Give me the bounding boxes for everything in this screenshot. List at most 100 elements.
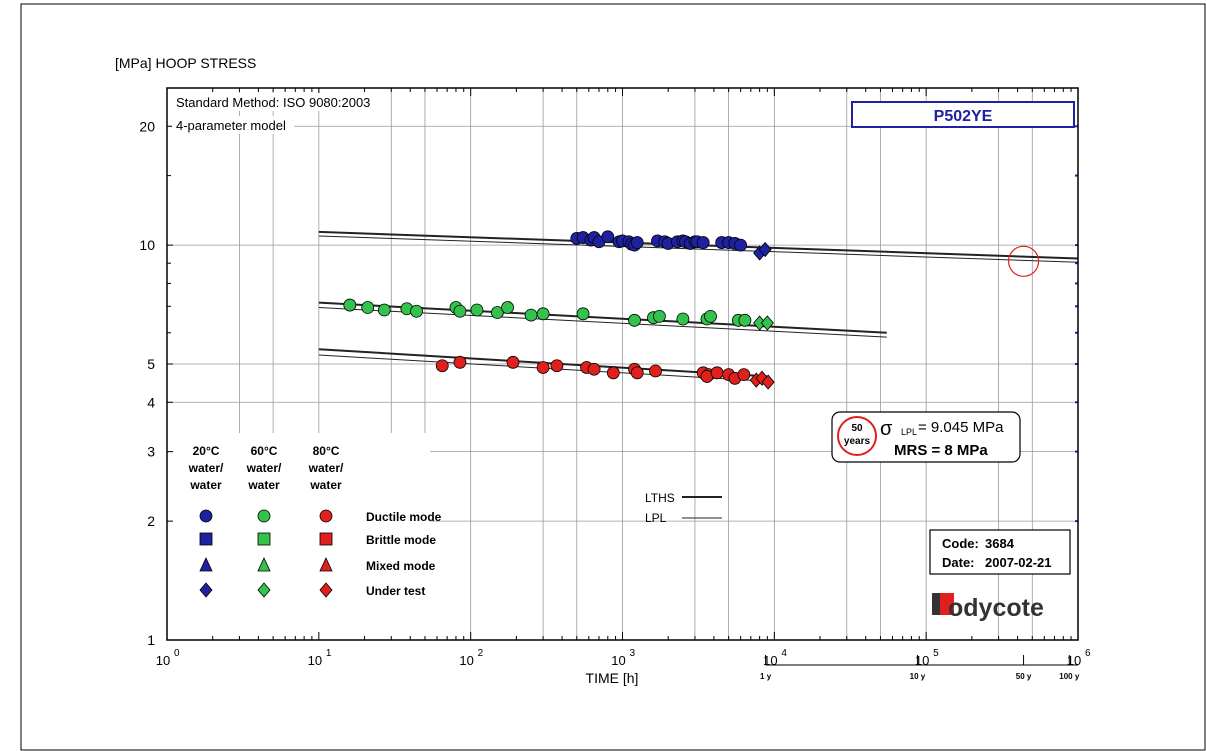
data-point-circle <box>435 359 449 373</box>
mrs-box: 50 years σ LPL = 9.045 MPa MRS = 8 MPa <box>831 411 1021 463</box>
data-point-diamond <box>761 374 775 390</box>
code-value: 3684 <box>985 536 1015 551</box>
mrs-box-frame <box>831 411 1021 463</box>
data-point-circle <box>453 304 467 318</box>
data-point-circle <box>453 355 467 369</box>
x-tick-label-exponent: 5 <box>933 648 939 659</box>
legend-col1-temp: 20°C <box>193 444 220 458</box>
data-point-circle <box>676 312 690 326</box>
method-text: Standard Method: ISO 9080:2003 <box>176 95 370 110</box>
legend-brittle-label: Brittle mode <box>366 533 436 547</box>
data-point-circle <box>630 236 644 249</box>
data-point-circle <box>734 238 748 252</box>
lpl-line <box>318 235 1079 263</box>
x-tick-label: 10 <box>611 653 625 668</box>
y-axis-title: [MPa] HOOP STRESS <box>115 55 256 71</box>
y-tick-label: 1 <box>147 632 155 648</box>
data-point-circle <box>738 313 752 327</box>
data-point-circle <box>491 306 504 319</box>
years-axis-label: 10 y <box>910 672 926 681</box>
y-tick-label: 20 <box>139 118 155 134</box>
data-point-diamond <box>760 315 774 331</box>
data-points <box>343 230 1040 390</box>
legend-marker-triangle <box>319 557 333 572</box>
date-value: 2007-02-21 <box>985 555 1052 570</box>
data-point-circle <box>710 366 724 380</box>
legend-col1-medium2: water <box>189 478 222 492</box>
material-label: P502YE <box>934 108 993 125</box>
data-point-circle <box>704 309 717 323</box>
badge-bottom-text: years <box>844 436 871 447</box>
years-axis-label: 1 y <box>760 672 772 681</box>
x-tick-label-exponent: 1 <box>326 648 332 659</box>
data-point-circle <box>377 303 391 317</box>
logo-wordmark: odycote <box>948 594 1044 622</box>
logo-dark-bar <box>932 593 940 615</box>
legend-marker-diamond <box>257 582 271 598</box>
data-point-circle <box>361 301 375 314</box>
data-point-circle <box>410 304 423 318</box>
sigma-symbol: σ <box>880 418 893 440</box>
legend-col2-temp: 60°C <box>251 444 278 458</box>
years-axis-label: 100 y <box>1059 672 1080 681</box>
data-point-circle <box>506 355 520 369</box>
mrs-value: MRS = 8 MPa <box>894 442 988 459</box>
legend-marker-square <box>257 532 271 546</box>
x-tick-label-exponent: 3 <box>630 648 636 659</box>
x-tick-label-exponent: 0 <box>174 648 180 659</box>
x-tick-label: 10 <box>763 653 777 668</box>
sigma-subscript: LPL <box>901 427 917 437</box>
legend-marker-circle <box>199 509 213 523</box>
method-text-bg <box>172 93 372 111</box>
legend-ductile-label: Ductile mode <box>366 510 442 524</box>
data-point-circle <box>536 361 550 374</box>
years-axis-label: 50 y <box>1016 672 1032 681</box>
x-tick-label: 10 <box>915 653 929 668</box>
model-text: 4-parameter model <box>176 118 286 133</box>
legend-col2-medium2: water <box>247 478 280 492</box>
data-point-circle <box>649 364 662 378</box>
data-point-circle <box>587 362 601 376</box>
legend-marker-triangle <box>199 557 213 572</box>
badge-top-text: 50 <box>851 423 863 434</box>
data-point-circle <box>606 366 620 380</box>
data-point-circle <box>696 236 710 249</box>
legend-marker-circle <box>257 509 271 523</box>
y-tick-label: 3 <box>147 444 155 460</box>
data-point-circle <box>576 307 590 321</box>
legend-mixed-label: Mixed mode <box>366 559 436 573</box>
code-label: Code: <box>942 536 979 551</box>
data-point-circle <box>470 303 484 317</box>
legend-marker-diamond <box>199 582 213 598</box>
lpl-legend-label: LPL <box>645 511 667 525</box>
legend-marker-triangle <box>257 557 271 572</box>
legend-col3-medium: water/ <box>308 461 344 475</box>
data-point-circle <box>343 298 357 312</box>
y-tick-label: 2 <box>147 513 155 529</box>
x-axis-title: TIME [h] <box>586 670 639 686</box>
data-point-circle <box>630 366 644 380</box>
legend-markers <box>199 509 333 598</box>
data-point-circle <box>501 301 514 314</box>
data-point-circle <box>550 359 564 373</box>
bodycote-logo: odycote <box>932 593 1044 622</box>
x-tick-label-exponent: 4 <box>781 648 787 659</box>
y-tick-label: 4 <box>147 394 155 410</box>
data-point-circle <box>628 313 641 327</box>
x-tick-label: 10 <box>308 653 322 668</box>
data-point-circle <box>601 230 615 244</box>
symbol-legend: 20°C water/ water 60°C water/ water 80°C… <box>188 444 442 598</box>
x-tick-label-exponent: 2 <box>478 648 484 659</box>
lths-legend-label: LTHS <box>645 491 675 505</box>
x-tick-label: 10 <box>459 653 473 668</box>
legend-col3-medium2: water <box>309 478 342 492</box>
legend-col2-medium: water/ <box>246 461 282 475</box>
legend-undertest-label: Under test <box>366 584 425 598</box>
y-tick-label: 10 <box>139 237 155 253</box>
x-tick-label: 10 <box>1067 653 1081 668</box>
data-point-circle <box>653 309 666 323</box>
data-point-circle <box>524 308 538 322</box>
